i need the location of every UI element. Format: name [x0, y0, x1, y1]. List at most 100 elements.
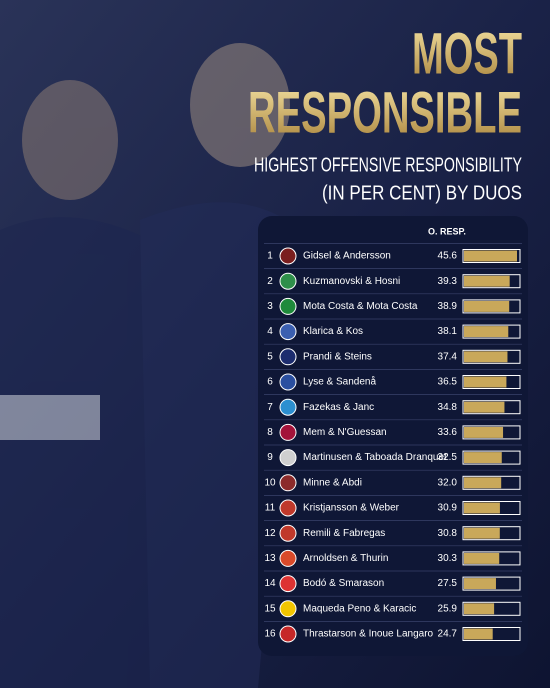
column-header: O. RESP.: [428, 226, 466, 236]
team-logo: [279, 549, 297, 567]
bar: [464, 477, 502, 489]
duo-name: Arnoldsen & Thurin: [303, 553, 388, 564]
bar-track: [462, 526, 521, 541]
rank: 7: [267, 402, 273, 413]
team-logo: [279, 348, 297, 366]
bar-track: [462, 249, 521, 263]
bar: [464, 300, 510, 312]
team-logo: [279, 398, 297, 416]
value-label: 27.5: [438, 578, 458, 589]
bar-track: [462, 349, 521, 364]
bar: [464, 326, 509, 338]
bar: [464, 401, 505, 413]
value-label: 25.9: [438, 603, 458, 614]
duo-name: Kuzmanovski & Hosni: [303, 276, 400, 287]
value-label: 30.9: [438, 503, 458, 514]
bar: [464, 628, 493, 640]
value-label: 32.5: [438, 452, 458, 463]
rank: 9: [267, 452, 273, 463]
duo-name: Gidsel & Andersson: [303, 251, 391, 262]
title-line: RESPONSIBLE: [248, 80, 522, 145]
rank: 4: [267, 326, 273, 337]
bar-track: [462, 375, 521, 389]
bar-track: [462, 475, 521, 490]
value-label: 30.3: [438, 553, 458, 564]
bar-track: [462, 576, 521, 591]
team-logo: [279, 373, 297, 391]
subtitle-line: (IN PER CENT) BY DUOS: [322, 182, 522, 204]
value-label: 34.8: [438, 402, 458, 413]
value-label: 36.5: [438, 377, 458, 388]
bar: [464, 351, 508, 363]
rank: 2: [267, 276, 273, 287]
bar: [464, 578, 496, 590]
duo-name: Maqueda Peno & Karacic: [303, 603, 416, 614]
team-logo: [279, 524, 297, 542]
bar: [464, 552, 500, 564]
rank: 12: [264, 528, 276, 539]
rank: 10: [264, 477, 276, 488]
value-label: 24.7: [438, 629, 458, 640]
rank: 15: [264, 603, 276, 614]
bar: [464, 603, 495, 615]
bar: [464, 275, 510, 287]
team-logo: [279, 600, 297, 618]
bar-track: [462, 400, 521, 415]
duo-name: Mem & N'Guessan: [303, 427, 387, 438]
rank: 6: [267, 377, 273, 388]
duo-name: Mota Costa & Mota Costa: [303, 301, 418, 312]
rank: 1: [267, 251, 273, 262]
rank: 16: [264, 629, 276, 640]
rank: 13: [264, 553, 276, 564]
duo-name: Thrastarson & Inoue Langaro: [303, 629, 434, 640]
bar-track: [462, 450, 521, 465]
team-logo: [279, 625, 297, 643]
title-line: MOST: [412, 21, 522, 86]
team-logo: [279, 499, 297, 517]
bar: [464, 452, 502, 464]
duo-name: Bodó & Smarason: [303, 578, 384, 589]
duo-name: Fazekas & Janc: [303, 402, 374, 413]
duo-name: Prandi & Steins: [303, 351, 372, 362]
value-label: 38.1: [438, 326, 458, 337]
bar: [464, 502, 500, 514]
bar-track: [462, 274, 521, 289]
bar-track: [462, 425, 521, 440]
duo-name: Martinusen & Taboada Dranquet: [303, 452, 447, 463]
team-logo: [279, 323, 297, 341]
bar-track: [462, 501, 521, 515]
bar: [464, 426, 504, 438]
team-logo: [279, 575, 297, 593]
bar-track: [462, 299, 521, 314]
value-label: 38.9: [438, 301, 458, 312]
duo-name: Kristjansson & Weber: [303, 503, 400, 514]
team-logo: [279, 272, 297, 290]
bar: [464, 250, 517, 262]
team-logo: [279, 423, 297, 441]
bar-track: [462, 601, 521, 616]
value-label: 30.8: [438, 528, 458, 539]
bar-track: [462, 551, 521, 566]
rank: 8: [267, 427, 273, 438]
duo-name: Minne & Abdi: [303, 477, 362, 488]
team-logo: [279, 474, 297, 492]
bar-track: [462, 324, 521, 339]
team-logo: [279, 449, 297, 467]
value-label: 33.6: [438, 427, 458, 438]
rank: 3: [267, 301, 273, 312]
value-label: 32.0: [438, 477, 458, 488]
rank: 11: [265, 503, 276, 514]
team-logo: [279, 297, 297, 315]
value-label: 37.4: [438, 351, 458, 362]
bar: [464, 376, 507, 388]
duo-name: Remili & Fabregas: [303, 528, 385, 539]
duo-name: Klarica & Kos: [303, 326, 363, 337]
bar-track: [462, 627, 521, 641]
duo-name: Lyse & Sandenå: [303, 376, 376, 388]
rank: 5: [267, 351, 273, 362]
rank: 14: [264, 578, 276, 589]
team-logo: [279, 247, 297, 265]
bar: [464, 527, 500, 539]
